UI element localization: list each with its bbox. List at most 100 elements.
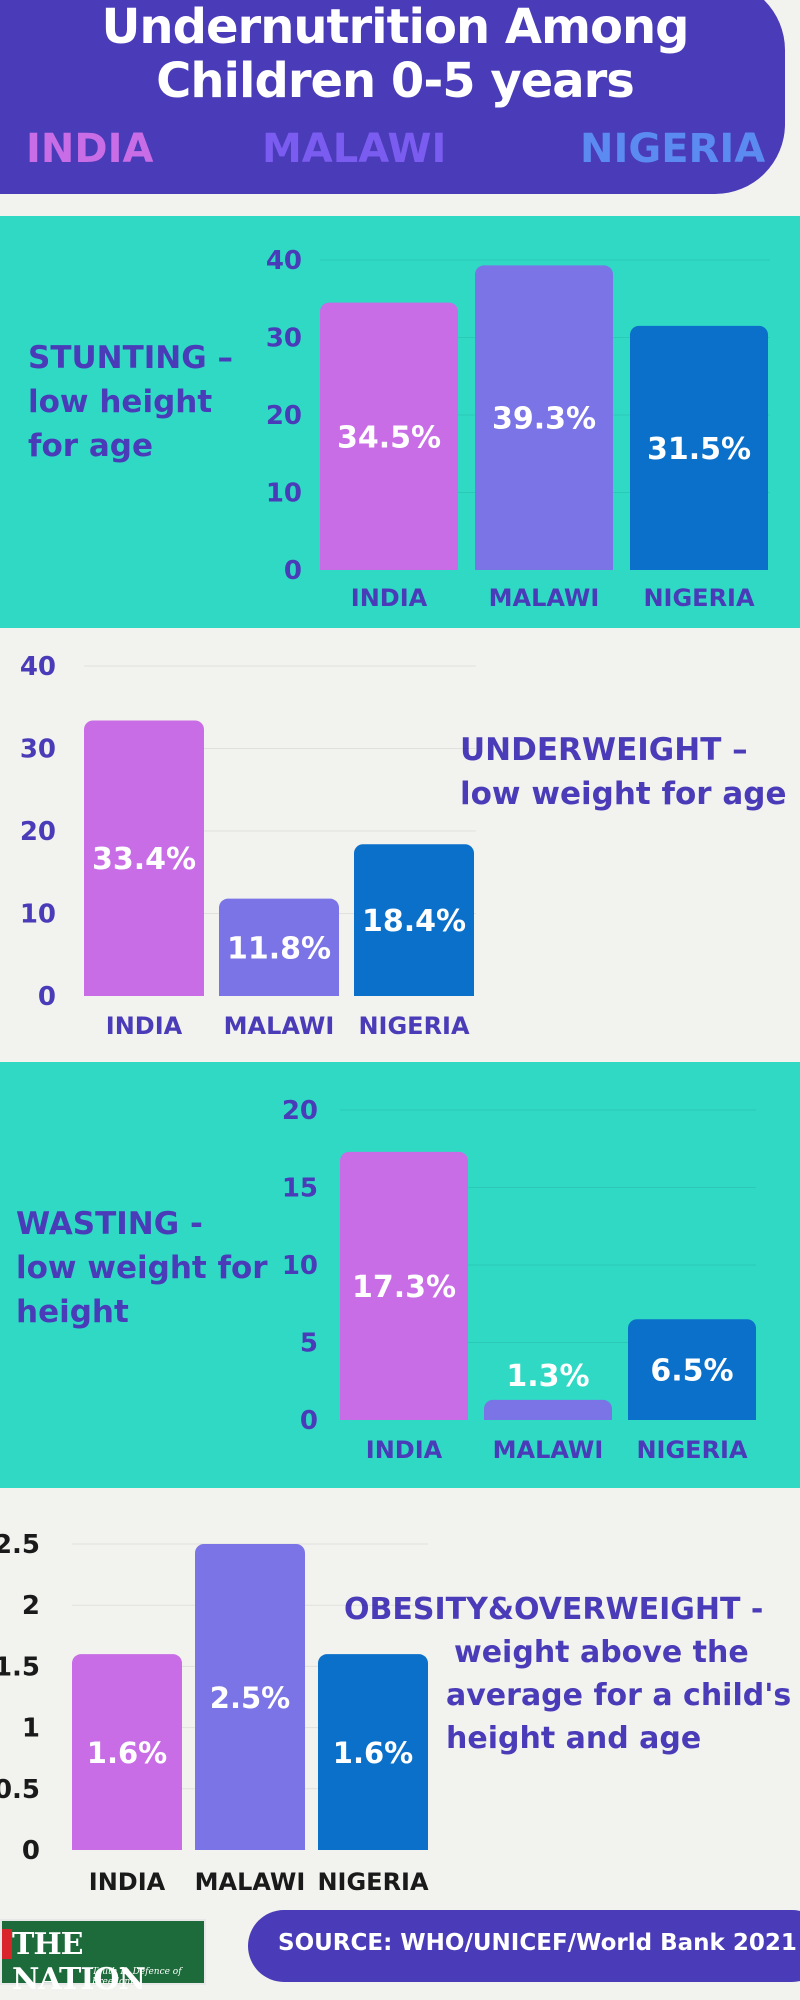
obesity-y-tick-label: 0 <box>22 1836 40 1866</box>
stunting-bar-base-india <box>320 560 458 570</box>
wasting-bar-india <box>340 1151 468 1420</box>
underweight-y-tick-label: 10 <box>20 900 56 930</box>
stunting-y-tick-label: 10 <box>266 479 302 509</box>
stunting-chart: 0 10 20 30 40 34.5% INDIA 39.3% MALAWI 31.5% NIGER… <box>266 246 770 612</box>
wasting-category-label-malawi: MALAWI <box>493 1436 604 1464</box>
wasting-y-tick-label: 10 <box>282 1251 318 1281</box>
wasting-data-label-nigeria: 6.5% <box>650 1354 733 1389</box>
obesity-category-label-malawi: MALAWI <box>195 1868 306 1896</box>
stunting-bar-nigeria <box>630 325 768 570</box>
underweight-data-label-malawi: 11.8% <box>227 931 331 966</box>
stunting-data-label-india: 34.5% <box>337 420 441 455</box>
obesity-y-tick-label: 1.5 <box>0 1652 40 1682</box>
underweight-caption-line-2: low weight for age <box>460 776 787 812</box>
underweight-data-label-nigeria: 18.4% <box>362 904 466 939</box>
wasting-y-tick-label: 5 <box>300 1329 318 1359</box>
wasting-caption-line-2: low weight for <box>16 1250 268 1286</box>
stunting-bar-base-malawi <box>475 560 613 570</box>
underweight-caption: UNDERWEIGHT – low weight for age <box>460 728 787 816</box>
obesity-data-label-malawi: 2.5% <box>210 1681 290 1715</box>
wasting-data-label-india: 17.3% <box>352 1270 456 1305</box>
obesity-data-label-nigeria: 1.6% <box>333 1736 413 1770</box>
underweight-chart: 0 10 20 30 40 33.4% INDIA 11.8% MALAWI 18.4% NIGER… <box>20 652 476 1040</box>
wasting-y-tick-label: 20 <box>282 1096 318 1126</box>
header-country-india: INDIA <box>26 126 154 172</box>
stunting-bar-india <box>320 302 458 570</box>
obesity-bar-base-nigeria <box>318 1840 428 1850</box>
wasting-chart: 0 5 10 15 20 17.3% INDIA 1.3% MALAWI 6.5% NIGERIA <box>282 1096 756 1464</box>
stunting-caption: STUNTING – low height for age <box>28 336 233 468</box>
title-line-2: Children 0-5 years <box>156 53 635 109</box>
wasting-category-label-nigeria: NIGERIA <box>636 1436 748 1464</box>
obesity-category-label-nigeria: NIGERIA <box>317 1868 429 1896</box>
underweight-category-label-india: INDIA <box>106 1012 183 1040</box>
wasting-y-tick-label: 15 <box>282 1174 318 1204</box>
publisher-logo: THE NATION Truth In Defence of Freedom <box>0 1919 206 1997</box>
underweight-y-tick-label: 0 <box>38 982 56 1012</box>
obesity-category-label-india: INDIA <box>89 1868 166 1896</box>
underweight-bar-base-nigeria <box>354 986 474 996</box>
underweight-bar-base-india <box>84 986 204 996</box>
stunting-section: STUNTING – low height for age 0 10 20 30 40 3… <box>0 216 800 628</box>
wasting-caption-line-3: height <box>16 1294 129 1330</box>
underweight-section: UNDERWEIGHT – low weight for age 0 10 20 30… <box>0 628 800 1062</box>
source-pill: SOURCE: WHO/UNICEF/World Bank 2021 <box>248 1910 800 1982</box>
wasting-bar-base-malawi <box>484 1410 612 1420</box>
wasting-bar-nigeria <box>628 1319 756 1420</box>
underweight-bar-malawi <box>219 898 339 996</box>
title-line-1: Undernutrition Among <box>101 0 689 55</box>
underweight-bar-nigeria <box>354 844 474 996</box>
obesity-y-tick-label: 2 <box>22 1591 40 1621</box>
obesity-chart: 0 0.5 1 1.5 2 2.5 1.6% INDIA 2.5% MALAWI 1.6% NIGER… <box>0 1530 429 1896</box>
obesity-bar-base-malawi <box>195 1840 305 1850</box>
obesity-y-tick-label: 2.5 <box>0 1530 40 1560</box>
stunting-bar-base-nigeria <box>630 560 768 570</box>
stunting-caption-line-2: low height <box>28 384 213 420</box>
header-country-malawi: MALAWI <box>262 126 447 172</box>
source-text: SOURCE: WHO/UNICEF/World Bank 2021 <box>278 1930 797 1956</box>
stunting-y-tick-label: 20 <box>266 401 302 431</box>
stunting-caption-line-3: for age <box>28 428 153 464</box>
stunting-category-label-india: INDIA <box>351 584 428 612</box>
obesity-caption-line-4: height and age <box>446 1721 702 1756</box>
stunting-data-label-malawi: 39.3% <box>492 402 596 437</box>
logo-mark-icon <box>2 1929 12 1959</box>
underweight-y-tick-label: 40 <box>20 652 56 682</box>
logo-name: THE NATION <box>12 1927 146 1997</box>
wasting-category-label-india: INDIA <box>366 1436 443 1464</box>
header-country-nigeria: NIGERIA <box>580 126 766 172</box>
logo-tagline: Truth In Defence of Freedom <box>92 1967 182 1987</box>
page-title: Undernutrition Among Children 0-5 years <box>0 0 790 108</box>
header-banner <box>0 0 785 194</box>
obesity-caption-line-3: average for a child's <box>446 1678 792 1713</box>
underweight-bar-base-malawi <box>219 986 339 996</box>
stunting-y-tick-label: 0 <box>284 556 302 586</box>
obesity-section: OBESITY&OVERWEIGHT - weight above the av… <box>0 1488 800 1908</box>
obesity-data-label-india: 1.6% <box>87 1736 167 1770</box>
wasting-bar-base-india <box>340 1410 468 1420</box>
wasting-y-tick-label: 0 <box>300 1406 318 1436</box>
wasting-data-label-malawi: 1.3% <box>506 1359 589 1394</box>
obesity-caption-line-2: weight above the <box>454 1635 749 1670</box>
obesity-bar-base-india <box>72 1840 182 1850</box>
stunting-y-tick-label: 40 <box>266 246 302 276</box>
underweight-bar-india <box>84 720 204 996</box>
underweight-caption-line-1: UNDERWEIGHT – <box>460 732 748 768</box>
obesity-y-tick-label: 0.5 <box>0 1775 40 1805</box>
underweight-y-tick-label: 20 <box>20 817 56 847</box>
stunting-bar-malawi <box>475 265 613 570</box>
stunting-caption-line-1: STUNTING – <box>28 340 233 376</box>
wasting-section: WASTING - low weight for height 0 5 10 15 20… <box>0 1062 800 1488</box>
stunting-y-tick-label: 30 <box>266 324 302 354</box>
obesity-y-tick-label: 1 <box>22 1714 40 1744</box>
obesity-bar-nigeria <box>318 1654 428 1850</box>
underweight-data-label-india: 33.4% <box>92 842 196 877</box>
obesity-caption: OBESITY&OVERWEIGHT - weight above the av… <box>344 1588 791 1760</box>
stunting-category-label-nigeria: NIGERIA <box>643 584 755 612</box>
wasting-caption: WASTING - low weight for height <box>16 1202 268 1334</box>
stunting-category-label-malawi: MALAWI <box>489 584 600 612</box>
wasting-bar-base-nigeria <box>628 1410 756 1420</box>
underweight-category-label-malawi: MALAWI <box>224 1012 335 1040</box>
obesity-bar-malawi <box>195 1544 305 1850</box>
underweight-y-tick-label: 30 <box>20 735 56 765</box>
